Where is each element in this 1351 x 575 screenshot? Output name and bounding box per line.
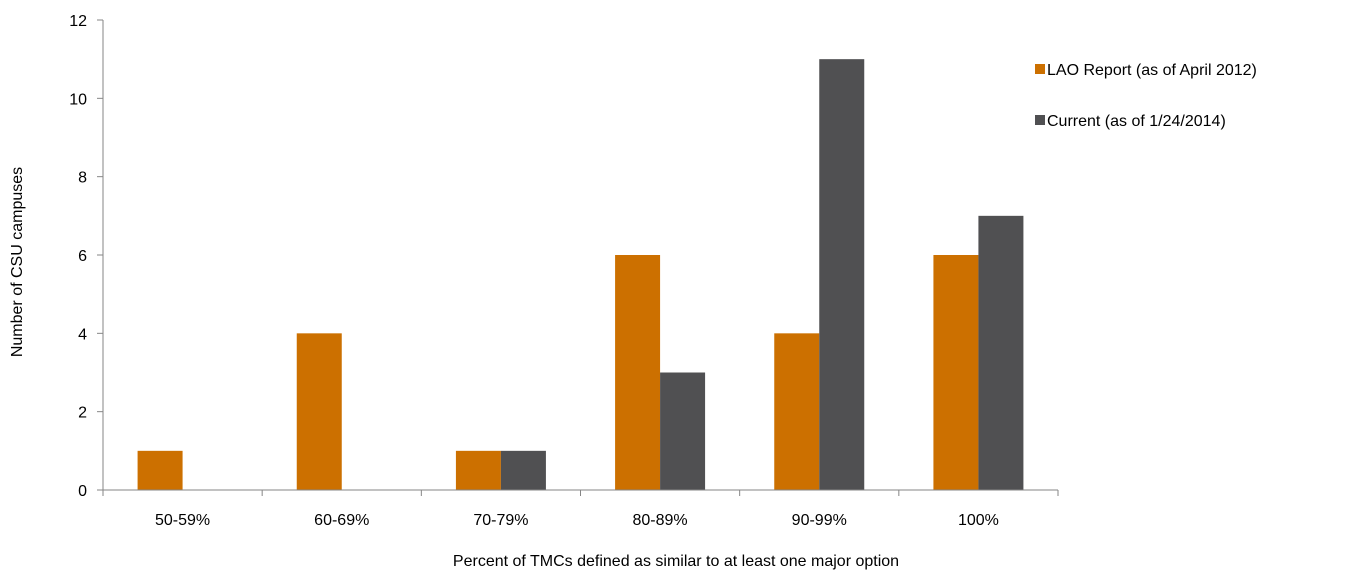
bar-lao-2: [455, 450, 501, 490]
axes-group: [97, 19, 1059, 496]
x-axis-title: Percent of TMCs defined as similar to at…: [453, 553, 899, 570]
y-tick-label: 4: [78, 326, 87, 343]
bar-lao-0: [137, 450, 183, 490]
bar-lao-4: [774, 333, 820, 490]
bar-current-3: [660, 372, 706, 490]
legend: LAO Report (as of April 2012) Current (as…: [1035, 62, 1257, 130]
bar-lao-3: [615, 255, 661, 490]
x-tick-label: 100%: [958, 512, 999, 529]
y-tick-label: 6: [78, 248, 87, 265]
x-tick-label: 60-69%: [314, 512, 369, 529]
y-tick-label: 12: [69, 13, 87, 30]
legend-swatch-lao: [1035, 64, 1045, 74]
y-axis-title: Number of CSU campuses: [9, 167, 26, 357]
x-tick-label: 90-99%: [792, 512, 847, 529]
y-tick-label: 8: [78, 170, 87, 187]
tick-labels-group: 0 2 4 6 8 10 12 50-59% 60-69% 70-79% 80-89% 90-99% 1…: [69, 13, 999, 529]
bars-group: [137, 59, 1024, 491]
legend-label-lao: LAO Report (as of April 2012): [1047, 62, 1257, 79]
bar-current-4: [819, 59, 865, 491]
legend-swatch-current: [1035, 115, 1045, 125]
y-tick-label: 10: [69, 91, 87, 108]
y-tick-label: 2: [78, 405, 87, 422]
x-tick-label: 50-59%: [155, 512, 210, 529]
bar-lao-5: [933, 255, 979, 490]
x-tick-label: 70-79%: [473, 512, 528, 529]
y-tick-label: 0: [78, 483, 87, 500]
legend-label-current: Current (as of 1/24/2014): [1047, 113, 1226, 130]
bar-current-2: [500, 450, 546, 490]
bar-lao-1: [296, 333, 342, 490]
x-tick-label: 80-89%: [633, 512, 688, 529]
bar-current-5: [978, 215, 1024, 491]
